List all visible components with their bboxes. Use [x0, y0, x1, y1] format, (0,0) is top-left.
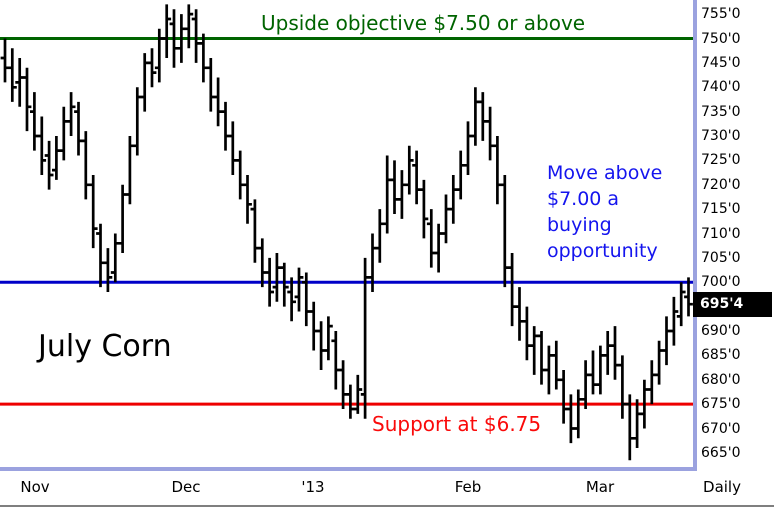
x-axis-label-Mar: Mar [585, 478, 615, 496]
x-axis-label-Nov: Nov [20, 478, 50, 496]
y-axis-label-680: 680'0 [701, 372, 741, 388]
annotation-buying-opportunity: Move above $7.00 a buying opportunity [547, 162, 663, 262]
y-axis-label-750: 750'0 [701, 31, 741, 47]
x-axis-label-13: '13 [301, 478, 325, 496]
y-axis-label-705: 705'0 [701, 250, 741, 266]
instrument-title: July Corn [38, 329, 172, 364]
y-axis-label-720: 720'0 [701, 177, 741, 193]
ohlc-chart-canvas [0, 4, 693, 461]
y-axis-label-725: 725'0 [701, 152, 741, 168]
ohlc-bars [0, 4, 693, 461]
x-axis-label-Dec: Dec [171, 478, 201, 496]
last-price-badge: 695'4 [693, 292, 772, 317]
y-axis-label-715: 715'0 [701, 201, 741, 217]
y-axis-label-675: 675'0 [701, 396, 741, 412]
y-axis-label-740: 740'0 [701, 79, 741, 95]
y-axis-label-665: 665'0 [701, 445, 741, 461]
y-axis-label-755: 755'0 [701, 6, 741, 22]
annotation-upside-objective: Upside objective $7.50 or above [261, 11, 586, 35]
y-axis-label-670: 670'0 [701, 421, 741, 437]
y-axis-label-685: 685'0 [701, 347, 741, 363]
y-axis-label-690: 690'0 [701, 323, 741, 339]
y-axis-label-730: 730'0 [701, 128, 741, 144]
y-axis-label-745: 745'0 [701, 55, 741, 71]
plot-area: Upside objective $7.50 or above Move abo… [0, 0, 697, 471]
annotation-support-level: Support at $6.75 [372, 412, 542, 436]
x-axis-label-Feb: Feb [454, 478, 482, 496]
bottom-divider [0, 505, 774, 507]
x-axis-label-Daily: Daily [703, 478, 741, 496]
y-axis: 755'0 750'0 745'0 740'0 735'0 730'0 725'0 720'0… [701, 6, 741, 461]
y-axis-label-735: 735'0 [701, 104, 741, 120]
y-axis-label-700: 700'0 [701, 274, 741, 290]
y-axis-label-710: 710'0 [701, 226, 741, 242]
